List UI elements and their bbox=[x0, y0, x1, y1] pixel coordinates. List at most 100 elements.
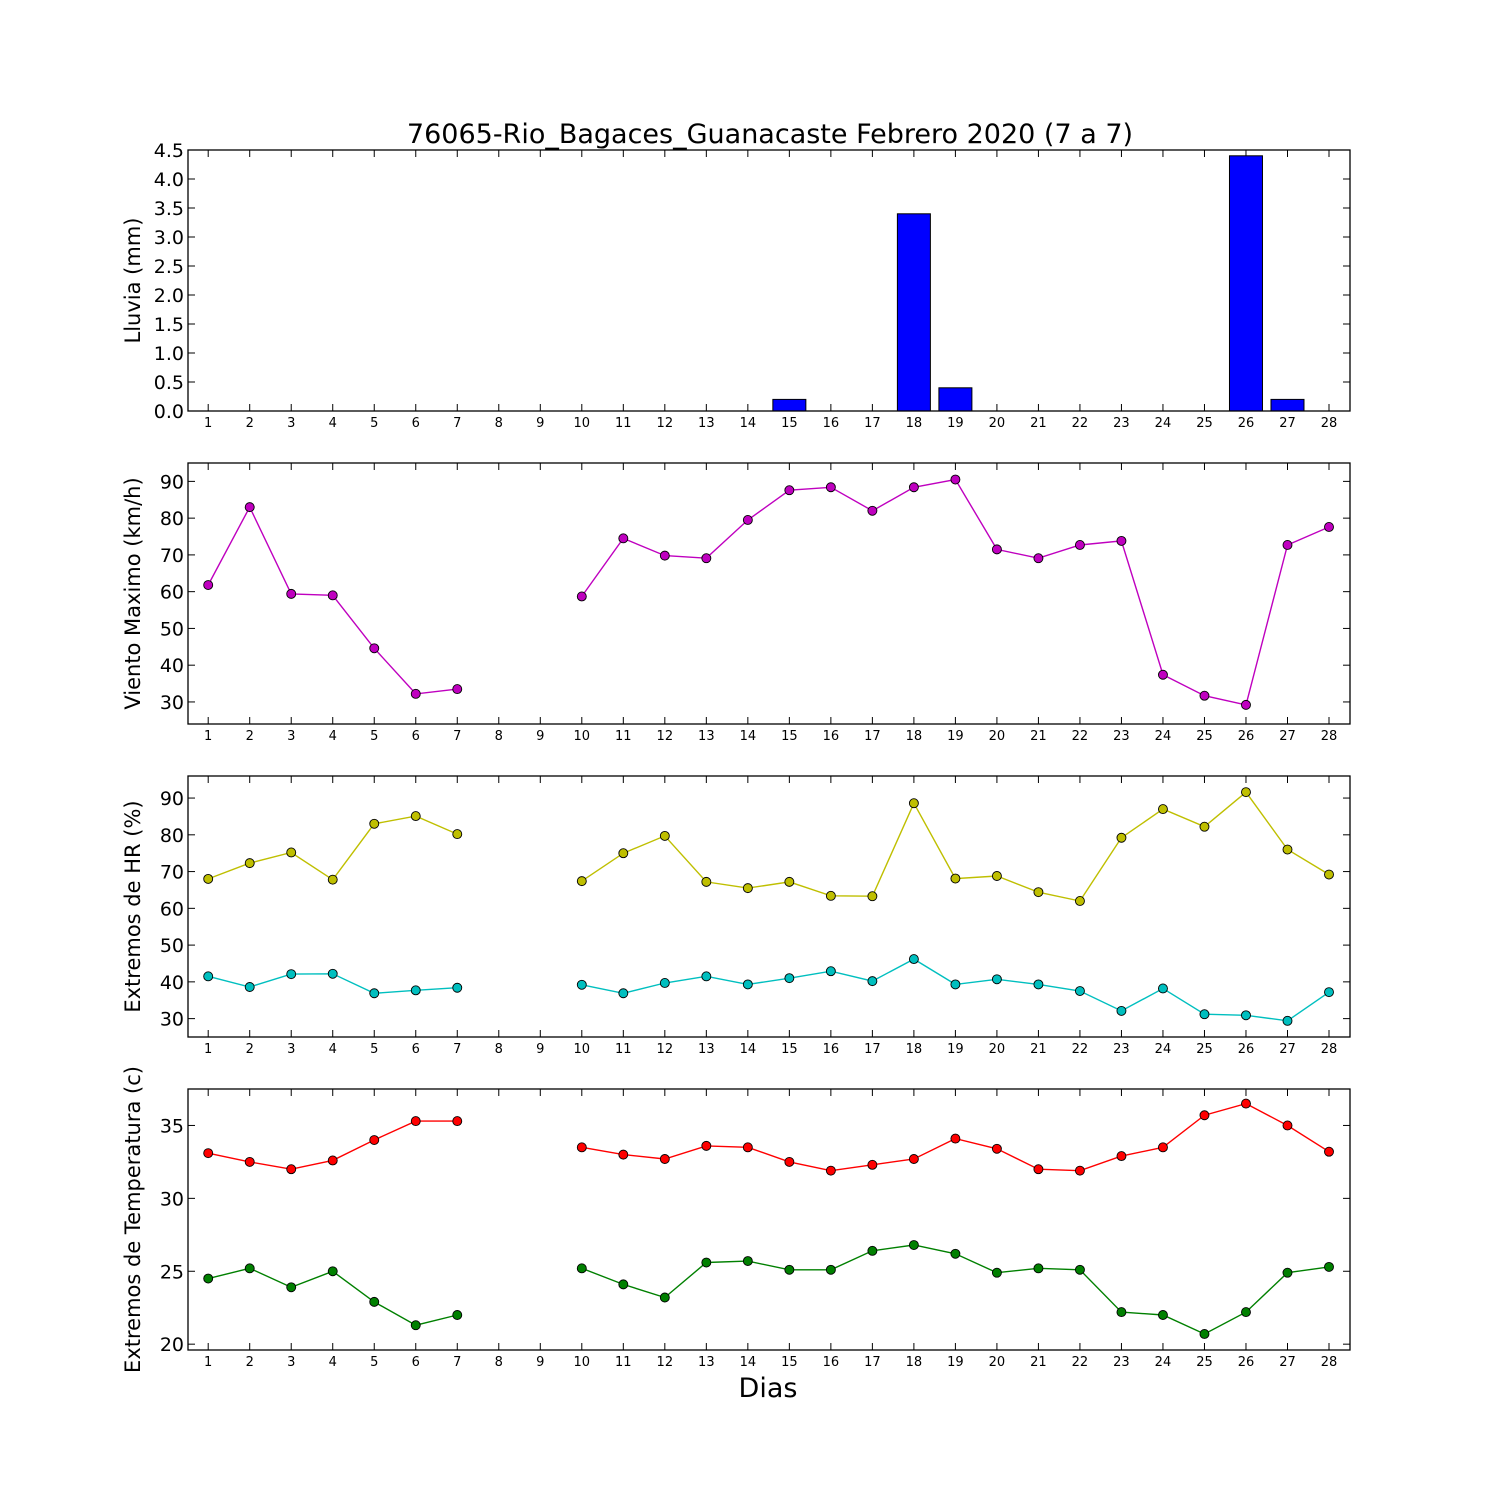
x-tick-label: 12 bbox=[657, 729, 674, 744]
series-2-point-day-4 bbox=[327, 1266, 338, 1277]
series-1-point-day-26 bbox=[1241, 1098, 1251, 1109]
series-1-point-day-21 bbox=[1033, 1164, 1044, 1175]
x-tick-label: 9 bbox=[536, 729, 544, 744]
x-tick-label: 11 bbox=[615, 1355, 632, 1370]
series-2-point-day-23 bbox=[1116, 1005, 1127, 1016]
x-tick-label: 27 bbox=[1279, 729, 1296, 744]
series-1-point-day-5 bbox=[369, 643, 380, 654]
panel-1: 0.00.51.01.52.02.53.03.54.04.51 2 3 4 5 6 7 8 9 1… bbox=[121, 140, 1351, 431]
series-2-point-day-25 bbox=[1199, 1329, 1210, 1339]
x-tick-label: 20 bbox=[989, 416, 1006, 431]
x-tick-label: 22 bbox=[1072, 1355, 1089, 1370]
series-1-point-day-15 bbox=[784, 876, 795, 887]
x-tick-label: 27 bbox=[1279, 1042, 1296, 1057]
x-tick-label: 11 bbox=[615, 416, 632, 431]
x-tick-label: 10 bbox=[574, 729, 591, 744]
series-2-point-day-3 bbox=[286, 1282, 297, 1293]
series-1-point-day-15 bbox=[784, 485, 795, 496]
x-tick-label: 4 bbox=[329, 416, 337, 431]
x-tick-label: 28 bbox=[1321, 1042, 1338, 1057]
x-tick-label: 24 bbox=[1155, 729, 1172, 744]
series-1-point-day-16 bbox=[825, 482, 836, 493]
x-tick-label: 26 bbox=[1238, 416, 1255, 431]
series-2-point-day-17 bbox=[867, 976, 878, 987]
series-1-point-day-11 bbox=[618, 533, 629, 544]
series-2-point-day-14 bbox=[742, 1256, 753, 1267]
x-tick-label: 27 bbox=[1279, 1355, 1296, 1370]
y-tick-label: 1.5 bbox=[154, 314, 184, 336]
series-1-point-day-18 bbox=[908, 798, 919, 809]
series-1-point-day-20 bbox=[991, 1143, 1002, 1154]
x-tick-label: 3 bbox=[287, 1355, 295, 1370]
x-tick-label: 16 bbox=[823, 1355, 840, 1370]
series-1-point-day-26 bbox=[1241, 787, 1251, 798]
series-2-point-day-18 bbox=[908, 1240, 919, 1250]
series-2-point-day-6 bbox=[410, 1320, 421, 1331]
x-tick-label: 19 bbox=[947, 1355, 964, 1370]
x-tick-label: 21 bbox=[1030, 1355, 1047, 1370]
x-tick-label: 7 bbox=[453, 1355, 461, 1370]
series-1-point-day-12 bbox=[659, 1154, 670, 1164]
y-tick-label: 50 bbox=[160, 618, 184, 640]
series-2-point-day-28 bbox=[1324, 987, 1334, 998]
x-tick-label: 13 bbox=[698, 1042, 715, 1057]
series-2-point-day-21 bbox=[1033, 979, 1044, 990]
y-tick-label: 0.5 bbox=[154, 372, 184, 394]
series-1-point-day-23 bbox=[1116, 535, 1127, 546]
x-tick-label: 18 bbox=[906, 1355, 923, 1370]
series-1-point-day-28 bbox=[1324, 869, 1334, 880]
series-1-point-day-27 bbox=[1282, 844, 1293, 855]
x-tick-label: 2 bbox=[246, 729, 254, 744]
y-axis-label: Extremos de HR (%) bbox=[121, 800, 145, 1012]
series-2-point-day-22 bbox=[1074, 986, 1085, 996]
y-tick-label: 60 bbox=[160, 898, 184, 920]
series-1-point-day-21 bbox=[1033, 887, 1044, 898]
series-1-point-day-22 bbox=[1074, 896, 1085, 906]
x-tick-label: 2 bbox=[246, 416, 254, 431]
x-tick-label: 4 bbox=[329, 1355, 337, 1370]
series-2-point-day-26 bbox=[1241, 1307, 1251, 1318]
series-2-point-day-18 bbox=[908, 954, 919, 965]
series-1-point-day-23 bbox=[1116, 1151, 1127, 1162]
plot-frame bbox=[187, 1088, 1351, 1351]
bar-day-15 bbox=[772, 398, 807, 412]
x-tick-label: 21 bbox=[1030, 416, 1047, 431]
y-tick-label: 40 bbox=[160, 972, 184, 994]
chart-panels: 0.00.51.01.52.02.53.03.54.04.51 2 3 4 5 6 7 8 9 1… bbox=[121, 140, 1351, 1373]
x-axis-label: Dias bbox=[739, 1373, 798, 1404]
x-tick-label: 27 bbox=[1279, 416, 1296, 431]
y-axis-label: Lluvia (mm) bbox=[121, 218, 145, 344]
x-tick-label: 5 bbox=[370, 1042, 378, 1057]
series-1-point-day-16 bbox=[825, 1165, 836, 1176]
series-1-point-day-12 bbox=[659, 830, 670, 841]
series-1-point-day-4 bbox=[327, 1155, 338, 1166]
x-tick-label: 4 bbox=[329, 1042, 337, 1057]
series-2-point-day-7 bbox=[452, 1310, 463, 1320]
series-2-point-day-5 bbox=[369, 988, 380, 999]
y-tick-label: 2.0 bbox=[154, 285, 184, 307]
x-tick-label: 23 bbox=[1113, 416, 1130, 431]
x-tick-label: 13 bbox=[698, 729, 715, 744]
x-tick-label: 23 bbox=[1113, 729, 1130, 744]
y-tick-label: 30 bbox=[160, 1009, 184, 1031]
y-tick-label: 4.5 bbox=[154, 140, 184, 162]
series-1-point-day-17 bbox=[867, 505, 878, 516]
series-2-point-day-15 bbox=[784, 1264, 795, 1275]
series-2-point-day-24 bbox=[1158, 1310, 1168, 1320]
series-1-point-day-10 bbox=[576, 1142, 587, 1153]
series-1-point-day-25 bbox=[1199, 821, 1210, 832]
series-1-point-day-10 bbox=[576, 876, 587, 887]
x-tick-label: 14 bbox=[740, 729, 757, 744]
series-1-point-day-24 bbox=[1158, 804, 1168, 815]
x-tick-label: 12 bbox=[657, 1355, 674, 1370]
x-tick-label: 12 bbox=[657, 416, 674, 431]
series-1-point-day-6 bbox=[410, 811, 421, 822]
series-1-point-day-28 bbox=[1324, 1146, 1334, 1157]
chart-title: 76065-Rio_Bagaces_Guanacaste Febrero 202… bbox=[407, 119, 1133, 150]
x-tick-label: 3 bbox=[287, 729, 295, 744]
x-tick-label: 15 bbox=[781, 416, 798, 431]
y-axis-label: Viento Maximo (km/h) bbox=[121, 477, 145, 709]
x-tick-label: 10 bbox=[574, 1042, 591, 1057]
